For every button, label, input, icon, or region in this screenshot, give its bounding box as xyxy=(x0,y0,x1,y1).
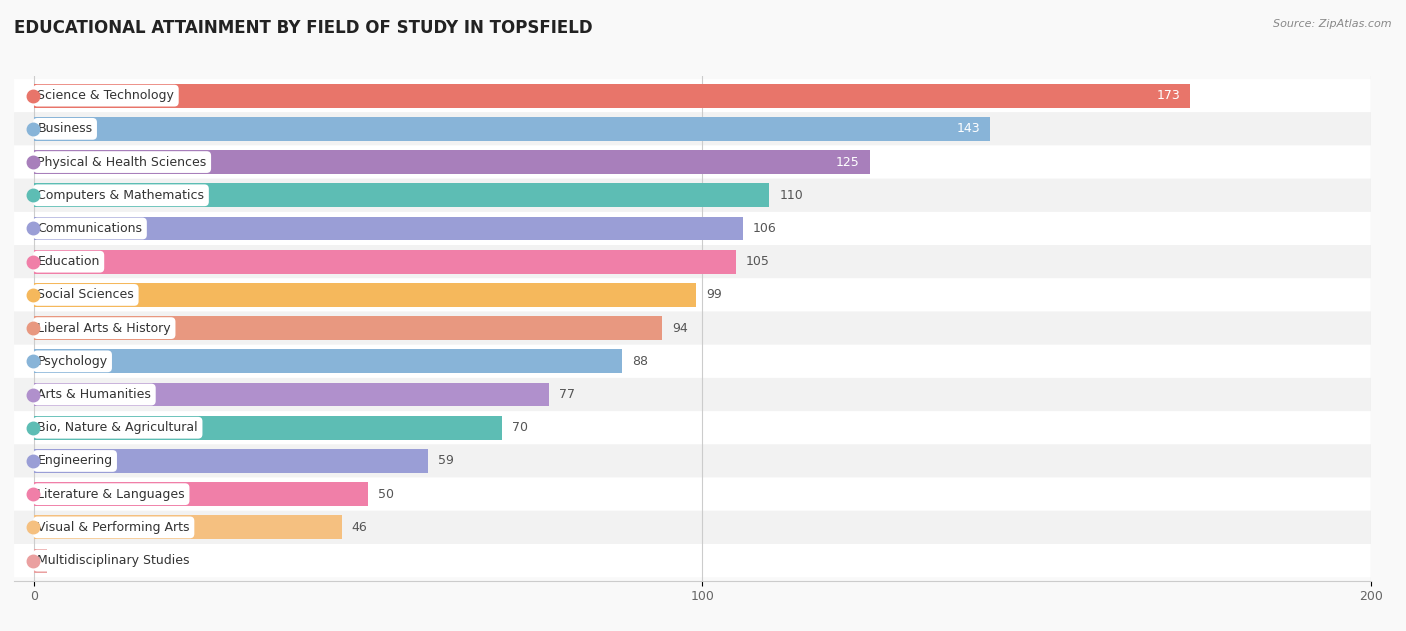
Text: Engineering: Engineering xyxy=(38,454,112,468)
Text: 70: 70 xyxy=(512,422,529,434)
FancyBboxPatch shape xyxy=(14,510,1371,544)
Text: 88: 88 xyxy=(633,355,648,368)
Text: 173: 173 xyxy=(1157,89,1181,102)
Text: Physical & Health Sciences: Physical & Health Sciences xyxy=(38,156,207,168)
FancyBboxPatch shape xyxy=(14,478,1371,510)
Text: Multidisciplinary Studies: Multidisciplinary Studies xyxy=(38,554,190,567)
Text: Bio, Nature & Agricultural: Bio, Nature & Agricultural xyxy=(38,422,198,434)
FancyBboxPatch shape xyxy=(14,112,1371,146)
FancyBboxPatch shape xyxy=(14,544,1371,577)
Bar xyxy=(34,216,742,240)
Bar xyxy=(34,184,769,207)
Bar xyxy=(34,84,1191,108)
FancyBboxPatch shape xyxy=(14,312,1371,345)
Bar xyxy=(34,283,696,307)
Bar xyxy=(34,416,502,440)
FancyBboxPatch shape xyxy=(14,378,1371,411)
FancyBboxPatch shape xyxy=(14,79,1371,112)
FancyBboxPatch shape xyxy=(14,345,1371,378)
FancyBboxPatch shape xyxy=(14,179,1371,212)
Text: 110: 110 xyxy=(779,189,803,202)
FancyBboxPatch shape xyxy=(14,146,1371,179)
Bar xyxy=(34,548,48,572)
Text: Business: Business xyxy=(38,122,93,136)
Text: 94: 94 xyxy=(672,322,688,334)
Text: 106: 106 xyxy=(752,222,776,235)
Text: 0: 0 xyxy=(58,554,66,567)
Text: 105: 105 xyxy=(747,255,770,268)
Bar xyxy=(34,482,368,506)
Bar xyxy=(34,382,548,406)
FancyBboxPatch shape xyxy=(14,411,1371,444)
Bar xyxy=(34,316,662,340)
Text: Computers & Mathematics: Computers & Mathematics xyxy=(38,189,204,202)
Text: Social Sciences: Social Sciences xyxy=(38,288,134,302)
Text: Science & Technology: Science & Technology xyxy=(38,89,174,102)
Text: 50: 50 xyxy=(378,488,394,500)
Text: Psychology: Psychology xyxy=(38,355,108,368)
Text: 143: 143 xyxy=(956,122,980,136)
Text: 77: 77 xyxy=(558,388,575,401)
Bar xyxy=(34,449,429,473)
FancyBboxPatch shape xyxy=(14,245,1371,278)
Bar xyxy=(34,250,735,274)
Text: Arts & Humanities: Arts & Humanities xyxy=(38,388,152,401)
FancyBboxPatch shape xyxy=(14,212,1371,245)
Text: Source: ZipAtlas.com: Source: ZipAtlas.com xyxy=(1274,19,1392,29)
Text: Visual & Performing Arts: Visual & Performing Arts xyxy=(38,521,190,534)
Text: 46: 46 xyxy=(352,521,367,534)
Bar xyxy=(34,350,623,374)
Bar xyxy=(34,117,990,141)
Text: EDUCATIONAL ATTAINMENT BY FIELD OF STUDY IN TOPSFIELD: EDUCATIONAL ATTAINMENT BY FIELD OF STUDY… xyxy=(14,19,593,37)
Text: Liberal Arts & History: Liberal Arts & History xyxy=(38,322,172,334)
FancyBboxPatch shape xyxy=(14,444,1371,478)
Text: 99: 99 xyxy=(706,288,721,302)
Text: Communications: Communications xyxy=(38,222,142,235)
Text: 125: 125 xyxy=(835,156,859,168)
Text: Literature & Languages: Literature & Languages xyxy=(38,488,186,500)
Text: Education: Education xyxy=(38,255,100,268)
Text: 59: 59 xyxy=(439,454,454,468)
Bar xyxy=(34,516,342,540)
Bar xyxy=(34,150,869,174)
FancyBboxPatch shape xyxy=(14,278,1371,312)
